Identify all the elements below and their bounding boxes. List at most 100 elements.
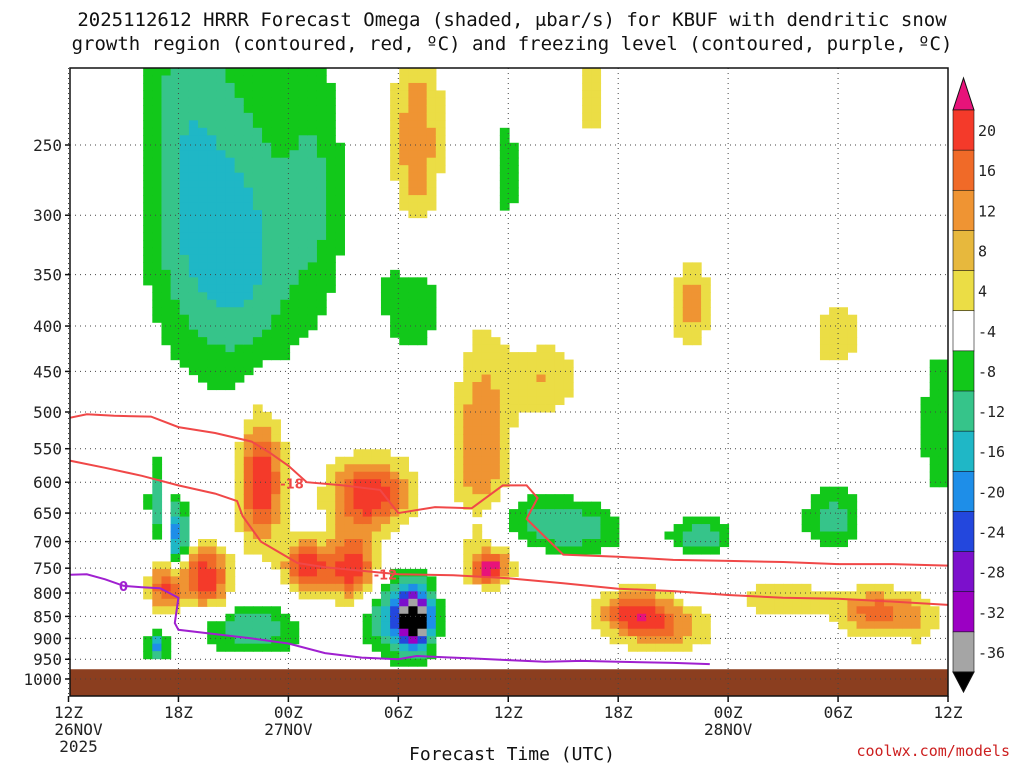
omega-cell	[243, 284, 254, 293]
omega-cell	[563, 524, 574, 533]
omega-cell	[646, 606, 656, 615]
omega-cell	[307, 292, 318, 301]
omega-cell	[252, 486, 263, 495]
x-tick-label: 06Z	[824, 703, 853, 722]
omega-cell	[902, 628, 913, 637]
omega-cell	[243, 628, 254, 637]
omega-cell	[399, 202, 409, 211]
colorbar-swatch	[952, 109, 975, 151]
omega-cell	[591, 68, 602, 77]
omega-cell	[481, 464, 492, 473]
omega-cell	[426, 195, 437, 204]
omega-cell	[179, 82, 190, 92]
omega-cell	[499, 434, 510, 443]
omega-cell	[326, 172, 336, 181]
omega-cell	[262, 195, 272, 204]
omega-cell	[874, 621, 885, 630]
omega-cell	[289, 105, 300, 114]
omega-cell	[280, 628, 291, 637]
omega-cell	[298, 539, 309, 548]
omega-cell	[646, 643, 656, 652]
omega-cell	[289, 314, 300, 323]
omega-cell	[143, 636, 153, 645]
omega-cell	[591, 82, 602, 92]
omega-cell	[225, 262, 236, 271]
omega-cell	[664, 598, 675, 607]
omega-cell	[463, 441, 474, 450]
omega-cell	[554, 539, 565, 548]
colorbar-min-arrow	[952, 671, 975, 694]
omega-cell	[390, 606, 400, 615]
omega-cell	[326, 284, 336, 293]
omega-cell	[271, 434, 281, 443]
omega-cell	[161, 247, 172, 256]
omega-cell	[390, 636, 400, 645]
omega-cell	[188, 583, 199, 592]
omega-cell	[161, 606, 172, 615]
omega-cell	[252, 426, 263, 435]
omega-cell	[234, 202, 245, 211]
omega-cell	[335, 539, 345, 548]
chart-title-line2: growth region (contoured, red, ºC) and f…	[71, 33, 953, 55]
omega-cell	[271, 509, 281, 518]
omega-cell	[838, 621, 848, 630]
omega-cell	[298, 314, 309, 323]
omega-cell	[243, 314, 254, 323]
omega-cell	[243, 613, 254, 622]
omega-cell	[252, 471, 263, 480]
ground-surface	[70, 669, 948, 696]
omega-cell	[198, 539, 208, 548]
omega-cell	[682, 643, 693, 652]
omega-cell	[673, 539, 684, 548]
omega-cell	[518, 389, 528, 398]
omega-cell	[262, 314, 272, 323]
omega-cell	[755, 583, 766, 592]
colorbar-label: -24	[978, 524, 1005, 542]
omega-cell	[435, 142, 446, 151]
omega-cell	[929, 613, 940, 622]
colorbar-label: -36	[978, 644, 1005, 662]
y-tick-label: 950	[33, 650, 62, 669]
omega-cell	[609, 621, 620, 630]
omega-cell	[847, 337, 858, 346]
omega-cell	[362, 516, 373, 525]
omega-cell	[280, 464, 291, 473]
omega-cell	[335, 516, 345, 525]
omega-cell	[408, 195, 419, 204]
omega-cell	[271, 247, 281, 256]
omega-cell	[207, 568, 217, 577]
omega-cell	[499, 576, 510, 585]
omega-cell	[646, 621, 656, 630]
omega-cell	[344, 464, 355, 473]
omega-cell	[271, 262, 281, 271]
omega-cell	[262, 165, 272, 174]
omega-cell	[198, 150, 208, 159]
omega-cell	[573, 546, 583, 555]
omega-cell	[262, 337, 272, 346]
omega-cell	[938, 367, 948, 376]
omega-cell	[298, 90, 309, 99]
omega-cell	[856, 621, 867, 630]
omega-cell	[252, 142, 263, 151]
omega-cell	[152, 299, 163, 308]
omega-cell	[234, 628, 245, 637]
x-date-label: 2025	[59, 737, 98, 756]
omega-cell	[509, 404, 519, 413]
omega-cell	[225, 568, 236, 577]
omega-cell	[463, 359, 474, 368]
omega-cell	[490, 389, 501, 398]
omega-cell	[591, 524, 602, 533]
omega-cell	[490, 576, 501, 585]
omega-cell	[252, 501, 263, 510]
omega-cell	[243, 90, 254, 99]
omega-cell	[316, 299, 327, 308]
omega-cell	[252, 75, 263, 84]
omega-cell	[682, 531, 693, 540]
omega-cell	[499, 464, 510, 473]
omega-cell	[198, 180, 208, 189]
omega-cell	[161, 68, 172, 77]
omega-cell	[399, 643, 409, 652]
omega-cell	[152, 576, 163, 585]
omega-cell	[810, 524, 821, 533]
omega-cell	[188, 157, 199, 166]
